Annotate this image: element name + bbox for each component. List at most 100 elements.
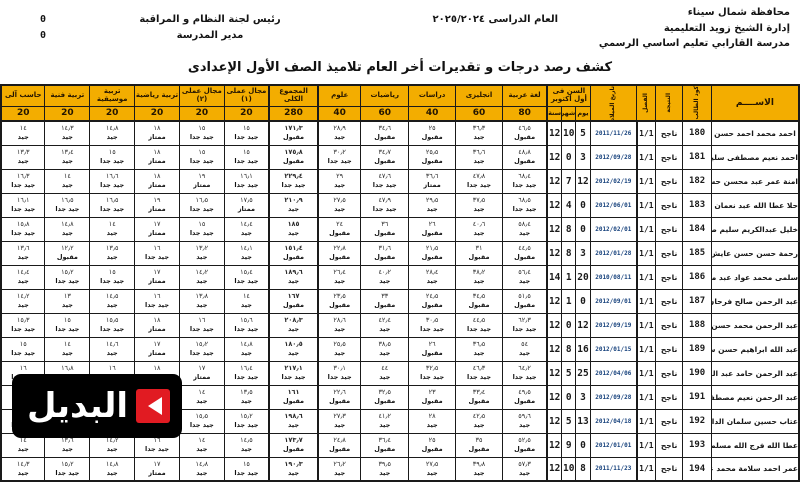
- result-status: ناجح: [654, 144, 684, 170]
- score-value: ٤٤: [381, 364, 389, 372]
- subject-max-mark: 40: [408, 105, 457, 122]
- column-header-result-label: النتيجة: [664, 93, 672, 113]
- student-name: عمر احمد سلامة محمد عوده: [710, 456, 800, 482]
- score-value: ٣٠٫٥: [425, 316, 439, 324]
- age-days: 0: [575, 216, 591, 242]
- subject-score-cell: ٦٨٫٤ جيد جدا: [501, 168, 549, 194]
- score-value: ١٥٫٢: [61, 459, 74, 468]
- score-value: ٤٦٫٥: [518, 124, 531, 133]
- total-score-cell: ٢١٧٫١ جيد جدا: [268, 360, 319, 386]
- score-grade: جيد: [106, 133, 118, 142]
- score-grade: مقبول: [283, 133, 305, 142]
- score-grade: جيد: [334, 205, 346, 213]
- result-status: ناجح: [654, 120, 684, 146]
- score-grade: جيد: [426, 205, 438, 213]
- score-value: ١٥: [63, 316, 71, 324]
- score-value: ٣٩٫٥: [378, 459, 392, 468]
- student-name: حلا عطا الله عبد نعمان ابراهيم: [710, 192, 800, 218]
- age-months: 5: [561, 408, 577, 434]
- score-value: ١٦٫٥: [61, 196, 74, 204]
- age-months: 7: [561, 168, 577, 194]
- class-section: 1/1: [636, 144, 656, 170]
- score-grade: جيد جدا: [189, 349, 214, 357]
- student-code: 188: [682, 312, 712, 338]
- score-value: ٢٩: [336, 172, 344, 180]
- score-grade: جيد: [334, 325, 346, 333]
- subject-score-cell: ٢٧٫٥ جيد: [317, 192, 362, 218]
- subject-score-cell: ٤٧٫٦ جيد جدا: [360, 168, 410, 194]
- age-years: 12: [546, 192, 563, 218]
- subject-max-mark: 20: [223, 105, 270, 122]
- score-grade: جيد: [106, 349, 118, 357]
- subject-score-cell: ٤٦٫٣ جيد جدا: [455, 360, 503, 386]
- age-years: 12: [546, 312, 563, 338]
- score-value: ١٤٫٢: [105, 436, 119, 444]
- score-grade: جيد جدا: [466, 373, 492, 381]
- subject-score-cell: ١٤ جيد: [44, 168, 91, 194]
- score-grade: مقبول: [374, 229, 396, 237]
- subject-max-mark: 280: [268, 105, 319, 122]
- age-days: 3: [575, 384, 591, 410]
- subject-score-cell: ١٥٫٨ جيد جدا: [0, 216, 46, 242]
- score-value: ٢٦٫٢: [333, 459, 346, 468]
- age-months: 4: [561, 192, 577, 218]
- subject-score-cell: ١٤٫٨ جيد: [223, 336, 270, 362]
- score-grade: جيد: [240, 349, 252, 357]
- student-name: سلمى محمد عواد عبد منصر: [710, 264, 800, 290]
- score-grade: جيد: [196, 468, 208, 477]
- score-grade: جيد: [61, 157, 73, 165]
- score-grade: جيد جدا: [11, 181, 36, 189]
- age-years: 12: [546, 144, 563, 170]
- score-value: ٣٣٫٤: [472, 388, 486, 396]
- score-grade: جيد: [240, 397, 252, 405]
- score-value: ١٥: [198, 220, 206, 228]
- subject-score-cell: ١٥٫٥ جيد جدا: [89, 312, 136, 338]
- student-code: 187: [682, 288, 712, 314]
- subject-score-cell: ٥١٫٥ مقبول: [501, 288, 549, 314]
- age-years: 12: [546, 456, 563, 482]
- subject-score-cell: ١٥٫٦ جيد جدا: [223, 312, 270, 338]
- subject-score-cell: ٢٨٫٩ جيد: [317, 120, 362, 146]
- student-name: امنة عمر عبد محسن حسين: [710, 168, 800, 194]
- score-grade: جيد: [334, 277, 346, 285]
- student-name: احمد محمد احمد حسن: [710, 120, 800, 146]
- score-value: ١٤٫٥: [105, 292, 119, 300]
- score-grade: مقبول: [421, 349, 443, 357]
- birth-date: 2012/02/01: [589, 216, 638, 242]
- score-value: ٦٨٫٤: [518, 172, 531, 180]
- student-code: 189: [682, 336, 712, 362]
- score-grade: ممتاز: [148, 205, 166, 213]
- score-grade: ممتاز: [148, 468, 166, 477]
- result-status: ناجح: [654, 168, 684, 194]
- column-header-dob: تاريخ الميلاد: [589, 84, 638, 122]
- score-grade: جيد جدا: [11, 229, 36, 237]
- score-value: ١٦٫١: [16, 196, 30, 204]
- score-value: ٣٧٫٥: [472, 196, 486, 204]
- student-row: عبد الرحمن صالح فرحان جاد على187ناجح1/12…: [0, 288, 800, 314]
- score-value: ١٦٫٦: [105, 172, 119, 180]
- result-status: ناجح: [654, 216, 684, 242]
- score-value: ١٣٫٦: [16, 244, 30, 252]
- subject-max-mark: 20: [178, 105, 225, 122]
- subject-score-cell: ٤٧٫٨ جيد جدا: [455, 168, 503, 194]
- score-value: ١٥٫٨: [16, 220, 30, 228]
- subject-score-cell: ١٦٫٥ جيد جدا: [44, 192, 91, 218]
- score-grade: مقبول: [329, 229, 351, 237]
- score-grade: جيد جدا: [234, 373, 259, 381]
- score-value: ١٨٠٫٥: [284, 340, 303, 348]
- subject-score-cell: ١٤٫٨ جيد: [44, 216, 91, 242]
- subject-score-cell: ١٤ جيد: [89, 216, 136, 242]
- total-score-cell: ١٨٩٫٦ جيد: [268, 264, 319, 290]
- score-value: ١٧٥٫٨: [284, 148, 303, 156]
- student-name: عبد الله ابراهيم حسن سلمان خلف: [710, 336, 800, 362]
- score-value: ١٤٫٥: [240, 436, 253, 444]
- column-header-subject: دراسات: [408, 84, 457, 107]
- score-value: ٤٨٫٨: [518, 148, 531, 156]
- score-value: ١٤٫٢: [16, 292, 30, 300]
